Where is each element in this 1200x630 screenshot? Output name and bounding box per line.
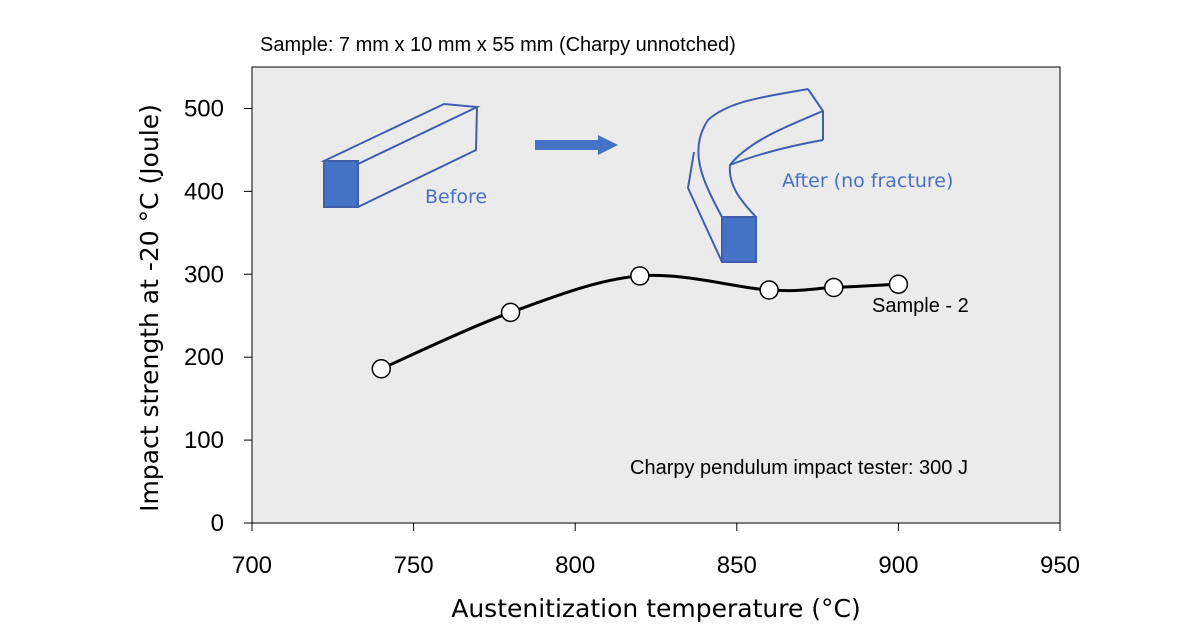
- x-axis-ticks: 700 750 800 850 900 950: [232, 523, 1080, 579]
- x-tick-label: 950: [1040, 552, 1080, 579]
- x-axis-title: Austenitization temperature (°C): [451, 594, 861, 623]
- y-tick-label: 300: [184, 261, 224, 288]
- y-tick-label: 100: [184, 427, 224, 454]
- y-tick-label: 200: [184, 344, 224, 371]
- x-tick-label: 700: [232, 552, 272, 579]
- y-tick-label: 500: [184, 95, 224, 122]
- arrow-icon: [535, 135, 618, 155]
- x-tick-label: 800: [555, 552, 595, 579]
- plot-area: [251, 66, 1061, 524]
- y-tick-label: 400: [184, 178, 224, 205]
- chart-title: Sample: 7 mm x 10 mm x 55 mm (Charpy unn…: [260, 34, 736, 56]
- data-point: [759, 280, 779, 300]
- y-axis-title: Impact strength at -20 °C (Joule): [135, 104, 164, 512]
- x-tick-label: 750: [394, 552, 434, 579]
- x-tick-label: 850: [717, 552, 757, 579]
- data-point: [371, 359, 392, 379]
- data-point: [824, 277, 844, 298]
- after-specimen-illustration: [686, 88, 824, 263]
- before-specimen-illustration: [320, 102, 481, 208]
- y-tick-label: 0: [211, 510, 224, 537]
- after-label: After (no fracture): [782, 170, 953, 192]
- data-point: [500, 302, 521, 323]
- before-label: Before: [425, 186, 487, 208]
- x-tick-label: 900: [878, 552, 918, 579]
- tester-note: Charpy pendulum impact tester: 300 J: [630, 457, 968, 479]
- data-point: [888, 274, 909, 294]
- series-label: Sample - 2: [872, 295, 969, 317]
- data-points: [371, 266, 909, 379]
- y-axis-ticks: 0 100 200 300 400 500: [184, 95, 252, 537]
- data-point: [630, 266, 650, 286]
